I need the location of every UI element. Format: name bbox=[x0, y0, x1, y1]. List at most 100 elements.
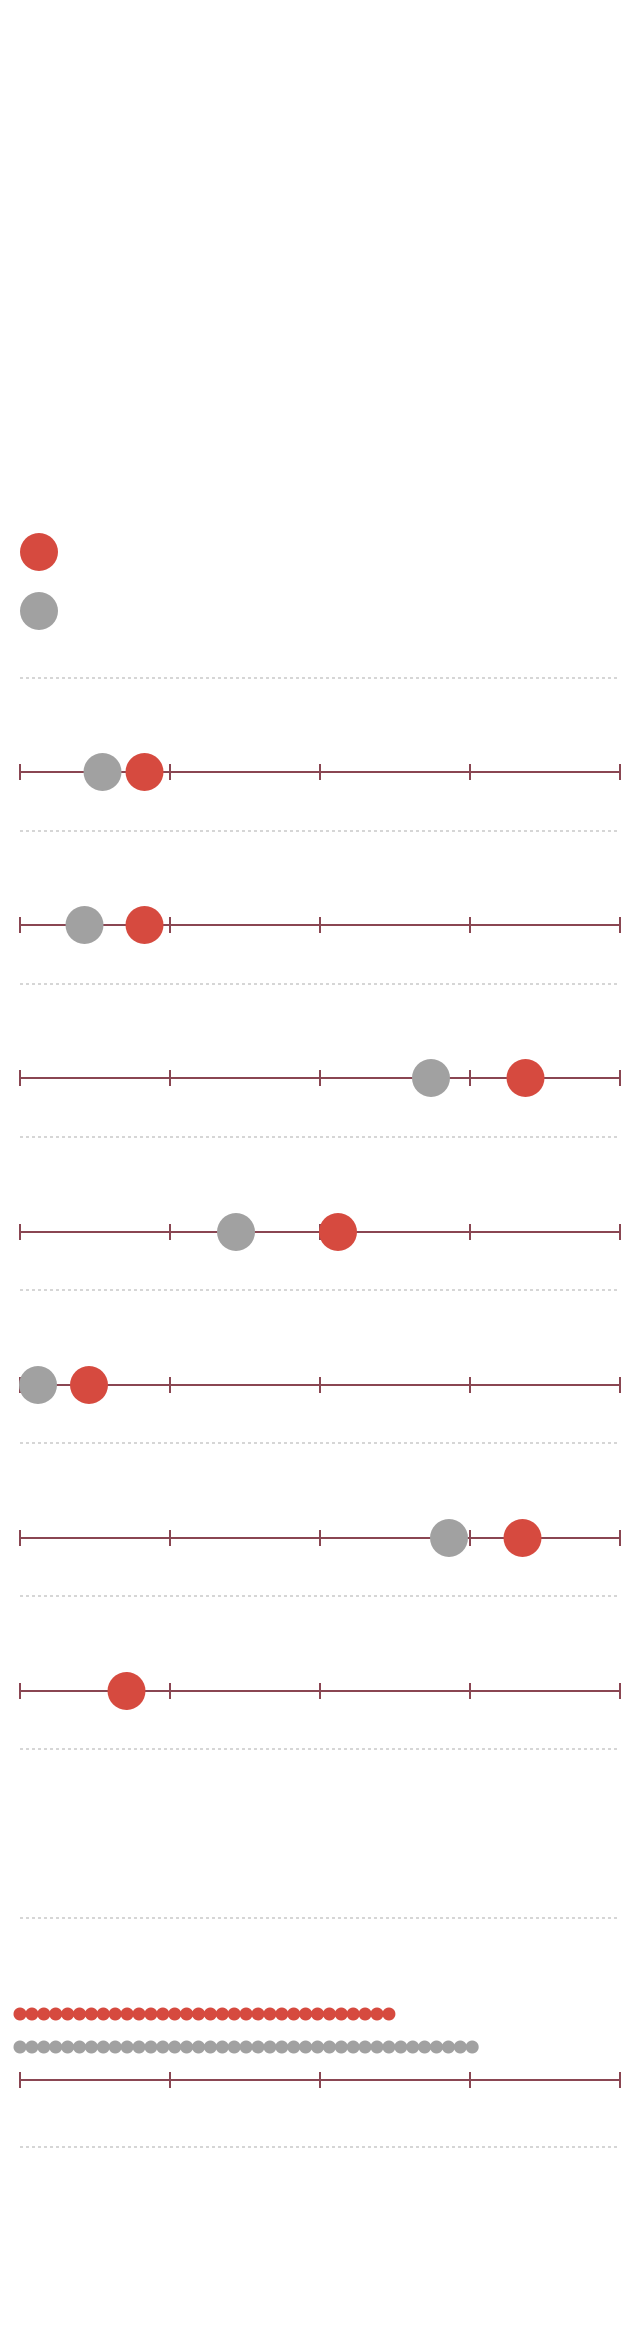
count-dot-red bbox=[25, 2007, 39, 2021]
count-dot-red bbox=[73, 2007, 86, 2021]
chart-rows bbox=[19, 753, 621, 1710]
legend-gray-dot bbox=[20, 592, 58, 630]
chart-row bbox=[19, 1672, 621, 1710]
count-dot-gray bbox=[406, 2040, 420, 2054]
count-dot-gray bbox=[192, 2040, 205, 2054]
count-dot-gray bbox=[203, 2040, 217, 2054]
count-dot-red bbox=[37, 2007, 51, 2021]
count-dot-gray bbox=[322, 2040, 336, 2054]
count-dot-gray bbox=[144, 2040, 158, 2054]
chart-row bbox=[19, 1366, 621, 1404]
count-dot-gray bbox=[334, 2040, 348, 2054]
red-dot bbox=[506, 1059, 545, 1097]
gray-dot bbox=[19, 1366, 57, 1404]
legend bbox=[20, 533, 58, 630]
axis bbox=[19, 1377, 621, 1393]
count-dot-red bbox=[251, 2007, 265, 2021]
count-dot-red bbox=[49, 2007, 63, 2021]
count-dot-gray bbox=[418, 2040, 432, 2054]
count-dot-red bbox=[96, 2007, 110, 2021]
count-dot-gray bbox=[287, 2040, 301, 2054]
count-dot-red bbox=[180, 2007, 194, 2021]
red-dot bbox=[319, 1213, 357, 1251]
count-dot-red bbox=[239, 2007, 253, 2021]
count-dot-gray bbox=[370, 2040, 384, 2054]
count-dot-gray bbox=[465, 2040, 479, 2054]
count-dot-gray bbox=[49, 2040, 63, 2054]
count-dot-gray bbox=[275, 2040, 289, 2054]
count-dot-gray bbox=[239, 2040, 253, 2054]
gray-dot bbox=[430, 1519, 468, 1557]
count-dot-red bbox=[299, 2007, 313, 2021]
count-dot-gray bbox=[61, 2040, 75, 2054]
count-dot-gray bbox=[13, 2040, 27, 2054]
count-dot-red bbox=[358, 2007, 372, 2021]
count-dot-red bbox=[275, 2007, 289, 2021]
count-dot-gray bbox=[453, 2040, 467, 2054]
count-dot-red bbox=[227, 2007, 241, 2021]
row-dividers bbox=[20, 677, 620, 2148]
count-dot-gray bbox=[96, 2040, 110, 2054]
red-dot bbox=[125, 753, 164, 791]
red-dot bbox=[503, 1519, 542, 1557]
count-dot-red bbox=[263, 2007, 277, 2021]
count-dot-red bbox=[203, 2007, 217, 2021]
count-dot-red bbox=[156, 2007, 170, 2021]
count-dot-red bbox=[61, 2007, 75, 2021]
count-dot-red bbox=[144, 2007, 158, 2021]
gray-dot bbox=[217, 1213, 255, 1251]
red-dot bbox=[125, 906, 164, 944]
count-dot-gray bbox=[168, 2040, 182, 2054]
count-dot-gray bbox=[156, 2040, 170, 2054]
chart-row bbox=[19, 753, 621, 791]
red-dot bbox=[70, 1366, 108, 1404]
gray-dot bbox=[83, 753, 122, 791]
dot-count-rows bbox=[13, 2007, 621, 2088]
count-dot-gray bbox=[108, 2040, 122, 2054]
count-dot-gray bbox=[441, 2040, 455, 2054]
count-dot-gray bbox=[73, 2040, 86, 2054]
legend-red-dot bbox=[20, 533, 58, 571]
chart-row bbox=[19, 1519, 621, 1557]
chart-row bbox=[19, 906, 621, 944]
count-dot-gray bbox=[37, 2040, 51, 2054]
count-dot-red bbox=[346, 2007, 360, 2021]
count-dot-gray bbox=[263, 2040, 277, 2054]
count-dot-red bbox=[120, 2007, 134, 2021]
count-dot-gray bbox=[25, 2040, 39, 2054]
count-dot-red bbox=[108, 2007, 122, 2021]
gray-dot bbox=[412, 1059, 450, 1097]
count-dot-gray bbox=[394, 2040, 408, 2054]
count-dot-red bbox=[382, 2007, 396, 2021]
count-dot-red bbox=[84, 2007, 98, 2021]
red-dot bbox=[107, 1672, 146, 1710]
count-dot-gray bbox=[180, 2040, 194, 2054]
count-dot-gray bbox=[120, 2040, 134, 2054]
count-dot-gray bbox=[358, 2040, 372, 2054]
axis bbox=[19, 917, 621, 933]
gray-dot bbox=[65, 906, 104, 944]
count-dot-gray bbox=[132, 2040, 146, 2054]
count-dot-red bbox=[13, 2007, 27, 2021]
count-dot-red bbox=[370, 2007, 384, 2021]
chart-row bbox=[19, 1059, 621, 1097]
count-dot-gray bbox=[227, 2040, 241, 2054]
count-dot-gray bbox=[84, 2040, 98, 2054]
chart-row bbox=[19, 1213, 621, 1251]
count-dot-gray bbox=[299, 2040, 313, 2054]
count-dot-red bbox=[132, 2007, 146, 2021]
count-dot-red bbox=[287, 2007, 301, 2021]
count-dot-gray bbox=[382, 2040, 396, 2054]
count-dot-gray bbox=[251, 2040, 265, 2054]
count-dot-red bbox=[311, 2007, 324, 2021]
count-dot-gray bbox=[215, 2040, 229, 2054]
count-dot-gray bbox=[311, 2040, 324, 2054]
count-dot-gray bbox=[346, 2040, 360, 2054]
count-dot-gray bbox=[430, 2040, 443, 2054]
count-dot-red bbox=[168, 2007, 182, 2021]
axis bbox=[19, 2072, 621, 2088]
count-dot-red bbox=[334, 2007, 348, 2021]
count-dot-red bbox=[192, 2007, 205, 2021]
count-dot-red bbox=[215, 2007, 229, 2021]
